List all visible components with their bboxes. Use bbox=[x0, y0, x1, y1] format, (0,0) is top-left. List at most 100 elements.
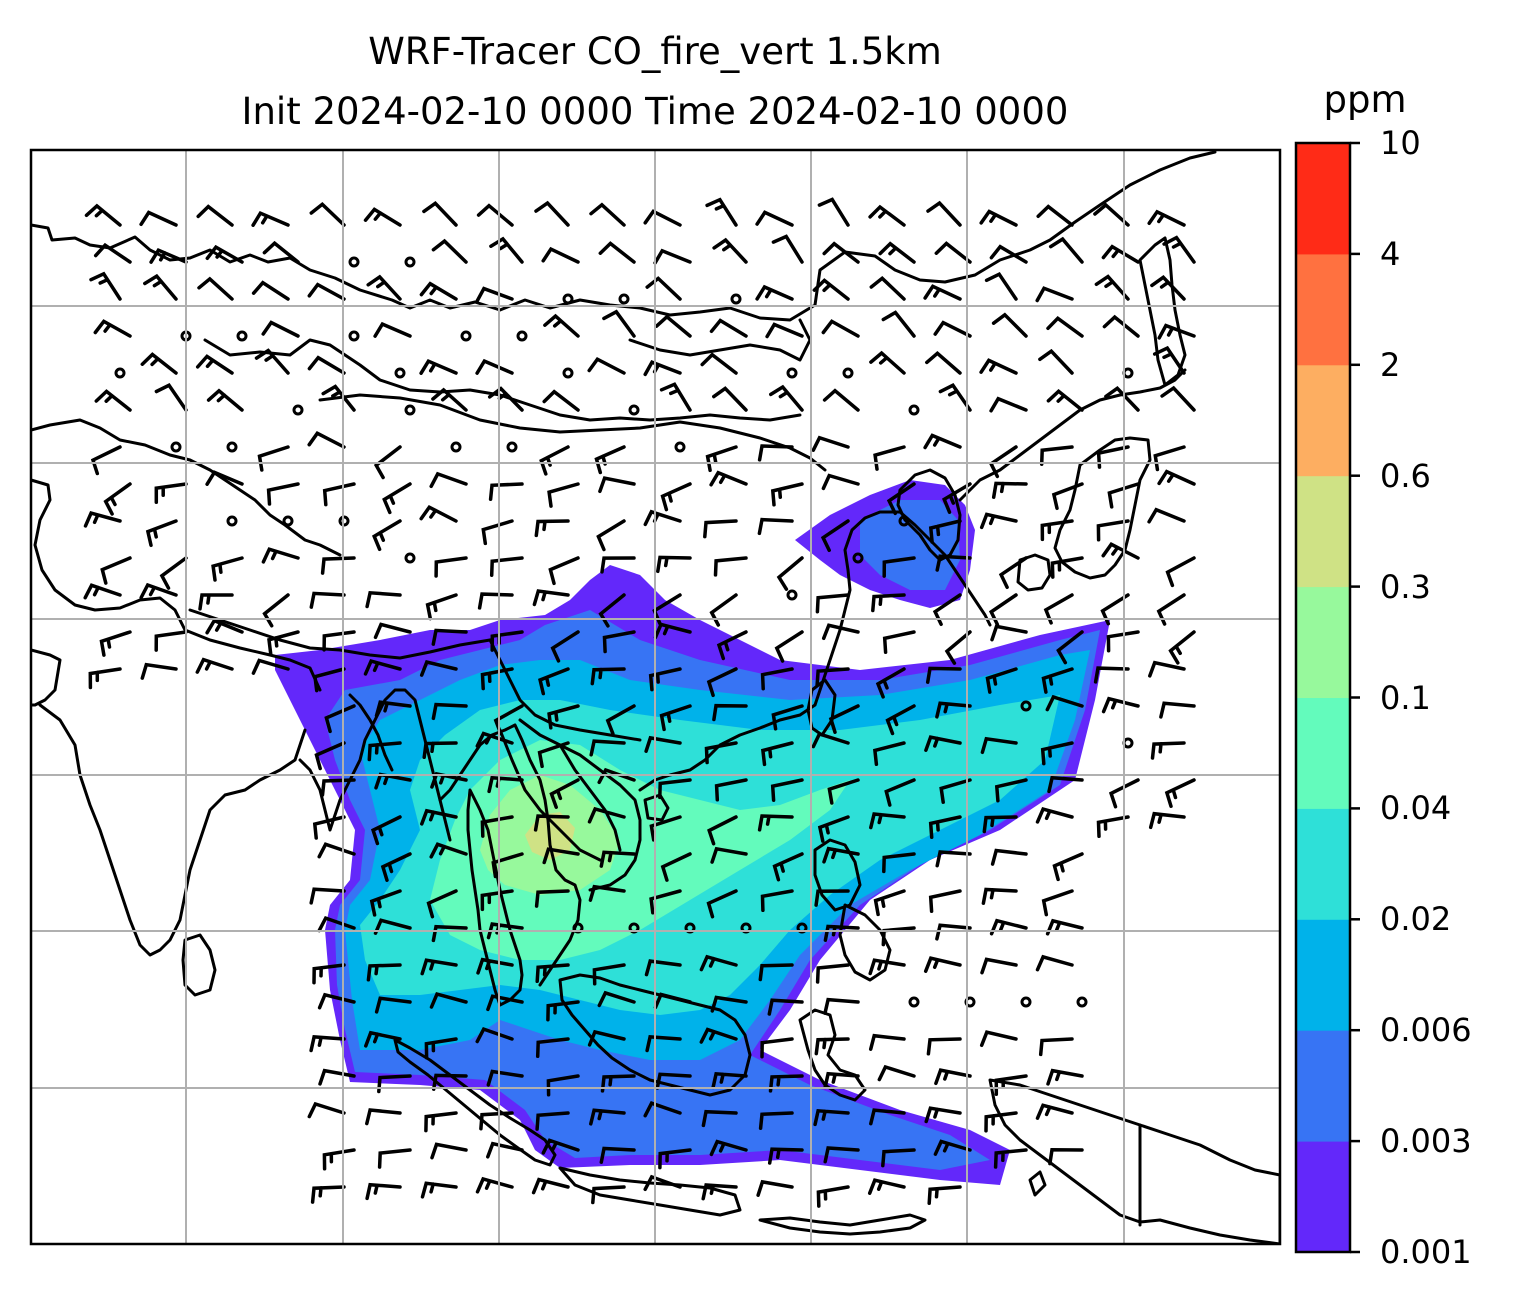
wind-barb bbox=[542, 847, 580, 865]
calm-wind-marker bbox=[1122, 737, 1134, 749]
wind-barb bbox=[159, 556, 188, 590]
wind-barb bbox=[703, 519, 738, 539]
wind-barb bbox=[707, 815, 738, 846]
colorbar-tick-label: 0.003 bbox=[1380, 1122, 1472, 1161]
wind-barb bbox=[477, 592, 514, 610]
coastline-philippines-south bbox=[838, 903, 892, 982]
wind-barb bbox=[812, 278, 850, 301]
calm-wind-marker bbox=[236, 330, 248, 342]
wind-barb bbox=[658, 1148, 692, 1170]
wind-barb bbox=[88, 667, 122, 690]
wind-barb bbox=[765, 322, 804, 339]
wind-barb bbox=[1035, 1103, 1074, 1120]
wind-barb bbox=[324, 704, 356, 734]
wind-barb bbox=[542, 389, 580, 412]
wind-barb bbox=[989, 244, 1028, 264]
colorbar-segment bbox=[1296, 1030, 1350, 1142]
wind-barb bbox=[1107, 482, 1140, 509]
colorbar-segment bbox=[1296, 919, 1350, 1031]
border-thai-laos bbox=[498, 728, 602, 862]
wind-barb bbox=[811, 731, 850, 749]
wind-barb bbox=[881, 310, 916, 338]
wind-barb bbox=[419, 281, 458, 301]
wind-barb bbox=[985, 667, 1018, 694]
wind-barb bbox=[1160, 385, 1196, 412]
calm-wind-marker bbox=[170, 441, 182, 453]
calm-wind-marker bbox=[898, 515, 910, 527]
wind-barb bbox=[491, 852, 524, 879]
wind-barb bbox=[198, 593, 234, 611]
wind-barb bbox=[991, 312, 1028, 338]
wind-barb bbox=[486, 1141, 524, 1159]
wind-barb bbox=[1052, 852, 1084, 882]
wind-barb bbox=[588, 884, 626, 902]
wind-barb bbox=[1150, 274, 1186, 301]
wind-barb bbox=[365, 1108, 402, 1126]
calm-wind-marker bbox=[730, 293, 742, 305]
wind-barb bbox=[991, 481, 1028, 499]
wind-barb bbox=[587, 1029, 626, 1047]
wind-barb bbox=[425, 593, 458, 621]
wind-barb bbox=[419, 358, 458, 375]
wind-barb bbox=[878, 241, 916, 264]
wind-barb bbox=[205, 470, 244, 486]
wind-barb bbox=[939, 778, 972, 804]
wind-barb bbox=[422, 200, 458, 227]
wind-barb bbox=[597, 990, 636, 1008]
wind-barb bbox=[549, 778, 580, 809]
coastline-west-asia bbox=[31, 418, 342, 557]
wind-barb bbox=[317, 915, 356, 933]
wind-barb bbox=[928, 889, 962, 914]
wind-barb bbox=[1108, 778, 1140, 809]
calm-wind-marker bbox=[450, 441, 462, 453]
wind-barb bbox=[822, 846, 860, 864]
wind-barb bbox=[979, 209, 1018, 227]
wind-barb bbox=[145, 519, 178, 548]
wind-barb bbox=[318, 1068, 356, 1086]
wind-barb bbox=[1056, 630, 1084, 665]
wind-barb bbox=[1047, 775, 1084, 794]
calm-wind-marker bbox=[394, 367, 406, 379]
wind-barb bbox=[814, 889, 850, 907]
wind-barb bbox=[589, 739, 626, 757]
wind-barb bbox=[307, 355, 346, 375]
wind-barb bbox=[1147, 507, 1186, 524]
wind-barb bbox=[93, 319, 132, 338]
wind-barb bbox=[599, 1146, 636, 1164]
wind-barb bbox=[309, 201, 346, 227]
wind-barb bbox=[481, 519, 514, 546]
wind-barb bbox=[550, 630, 580, 663]
wind-barb bbox=[535, 1111, 570, 1131]
coastline-sri-lanka bbox=[181, 933, 217, 997]
wind-barb bbox=[489, 556, 524, 577]
wind-barb bbox=[596, 519, 626, 552]
wind-barb bbox=[312, 963, 346, 985]
wind-barb bbox=[935, 554, 972, 572]
wind-barb bbox=[426, 889, 458, 919]
wind-barb bbox=[979, 1030, 1018, 1048]
wind-barb bbox=[1101, 696, 1140, 714]
colorbar-segment bbox=[1296, 253, 1350, 366]
wind-barb bbox=[714, 778, 748, 802]
wind-barb bbox=[821, 319, 860, 338]
wind-barb bbox=[600, 1074, 636, 1093]
wind-barb bbox=[881, 1148, 916, 1168]
wind-barb bbox=[771, 234, 804, 264]
wind-barb bbox=[373, 445, 402, 480]
coastline-bay-of-bengal bbox=[298, 688, 452, 842]
wind-barb bbox=[712, 703, 748, 722]
wind-barb bbox=[149, 247, 188, 264]
wind-barb bbox=[382, 482, 412, 515]
wind-barb bbox=[767, 1147, 804, 1165]
colorbar bbox=[1294, 141, 1360, 1254]
calm-wind-marker bbox=[628, 404, 640, 416]
wind-barb bbox=[480, 667, 514, 691]
wind-barb bbox=[419, 504, 458, 523]
wind-barb bbox=[195, 354, 234, 375]
calm-wind-marker bbox=[282, 515, 294, 527]
wind-barb bbox=[430, 1142, 468, 1160]
wind-barb bbox=[875, 667, 906, 699]
calm-wind-marker bbox=[908, 996, 920, 1008]
wind-barb bbox=[935, 923, 972, 941]
wind-barb bbox=[602, 309, 636, 338]
